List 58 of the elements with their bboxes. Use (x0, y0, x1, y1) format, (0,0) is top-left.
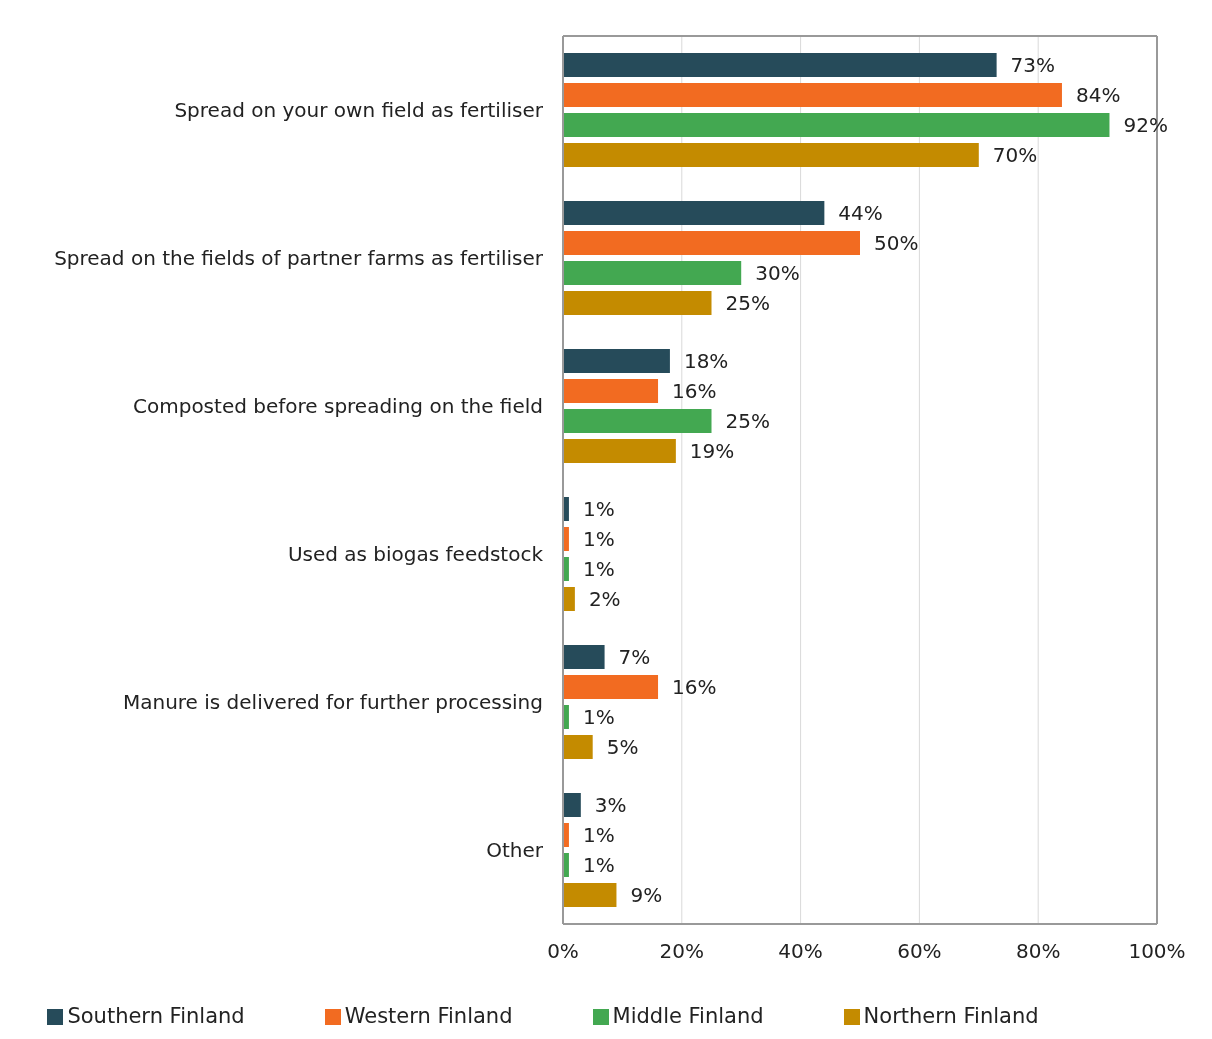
y-tick-label: Other (486, 838, 544, 863)
data-label: 1% (582, 853, 615, 877)
y-tick-label: Used as biogas feedstock (287, 542, 544, 567)
bar (563, 83, 1062, 107)
bar (563, 675, 659, 699)
bar (563, 439, 676, 463)
data-label: 1% (582, 497, 615, 521)
bar (563, 349, 670, 373)
data-label: 3% (594, 793, 627, 817)
data-label: 16% (672, 379, 717, 403)
data-label: 73% (1010, 53, 1056, 77)
data-label: 18% (683, 349, 729, 373)
x-tick-label: 40% (778, 939, 823, 964)
x-tick-label: 20% (659, 939, 705, 964)
data-label: 9% (630, 883, 663, 907)
data-label: 30% (755, 261, 800, 285)
bar (563, 53, 997, 77)
y-tick-label: Spread on the fields of partner farms as fertiliser (54, 246, 544, 271)
bar (563, 291, 712, 315)
bar (563, 587, 575, 611)
legend-label: Northern Finland (863, 1004, 1039, 1028)
data-label: 16% (672, 675, 717, 699)
data-label: 92% (1123, 113, 1168, 137)
bar (563, 409, 712, 433)
x-tick-label: 100% (1128, 939, 1186, 964)
data-label: 25% (725, 409, 770, 433)
legend-label: Middle Finland (612, 1004, 764, 1028)
bar (563, 201, 825, 225)
x-tick-label: 60% (897, 939, 942, 964)
legend-label: Western Finland (344, 1004, 513, 1028)
data-label: 1% (582, 823, 615, 847)
bar (563, 231, 860, 255)
bar (563, 645, 605, 669)
bar (563, 379, 659, 403)
data-label: 44% (838, 201, 883, 225)
y-tick-label: Spread on your own field as fertiliser (174, 98, 544, 123)
data-label: 50% (874, 231, 919, 255)
x-tick-label: 0% (547, 939, 579, 964)
bar (563, 143, 979, 167)
data-label: 2% (588, 587, 621, 611)
data-label: 1% (582, 557, 615, 581)
x-tick-label: 80% (1015, 939, 1061, 964)
data-label: 25% (725, 291, 770, 315)
legend-label: Southern Finland (67, 1004, 245, 1028)
bar (563, 735, 593, 759)
bar (563, 793, 581, 817)
y-tick-label: Composted before spreading on the field (133, 394, 543, 419)
bar (563, 113, 1110, 137)
data-label: 84% (1075, 83, 1121, 107)
data-label: 1% (582, 527, 615, 551)
bar (563, 261, 742, 285)
data-label: 5% (606, 735, 639, 759)
data-label: 1% (582, 705, 615, 729)
data-label: 19% (689, 439, 735, 463)
data-label: 7% (618, 645, 651, 669)
data-label: 70% (992, 143, 1038, 167)
y-tick-label: Manure is delivered for further processing (122, 690, 543, 715)
bar (563, 883, 617, 907)
